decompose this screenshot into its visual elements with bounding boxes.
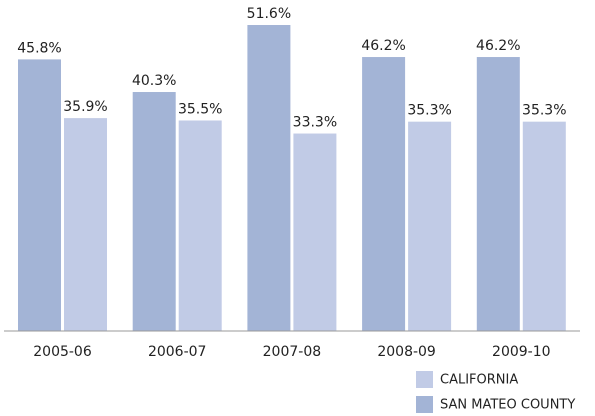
bar [64, 118, 107, 331]
legend-label: CALIFORNIA [440, 373, 518, 388]
legend-swatch [416, 371, 433, 388]
x-tick-label: 2007-08 [263, 344, 322, 360]
bar [522, 121, 566, 332]
x-tick-label: 2006-07 [148, 344, 207, 360]
value-label: 35.5% [178, 101, 222, 117]
legend-label: SAN MATEO COUNTY [440, 398, 575, 413]
value-label: 35.9% [63, 99, 107, 115]
value-label: 45.8% [17, 40, 61, 56]
x-tick-label: 2009-10 [492, 344, 551, 360]
bar [18, 59, 61, 331]
x-tick-label: 2008-09 [377, 344, 436, 360]
value-label: 40.3% [132, 73, 176, 89]
x-tick-label: 2005-06 [33, 344, 92, 360]
bar [293, 133, 337, 331]
bar [247, 25, 291, 332]
value-label: 35.3% [522, 103, 566, 119]
value-label: 33.3% [293, 115, 337, 131]
value-label: 35.3% [407, 103, 451, 119]
value-label: 46.2% [476, 38, 520, 54]
value-label: 51.6% [247, 6, 291, 22]
bar [132, 92, 176, 332]
legend-swatch [416, 396, 433, 413]
bar [362, 57, 406, 332]
bar [476, 57, 520, 332]
bar [408, 121, 452, 332]
value-label: 46.2% [361, 38, 405, 54]
bar [178, 120, 222, 331]
